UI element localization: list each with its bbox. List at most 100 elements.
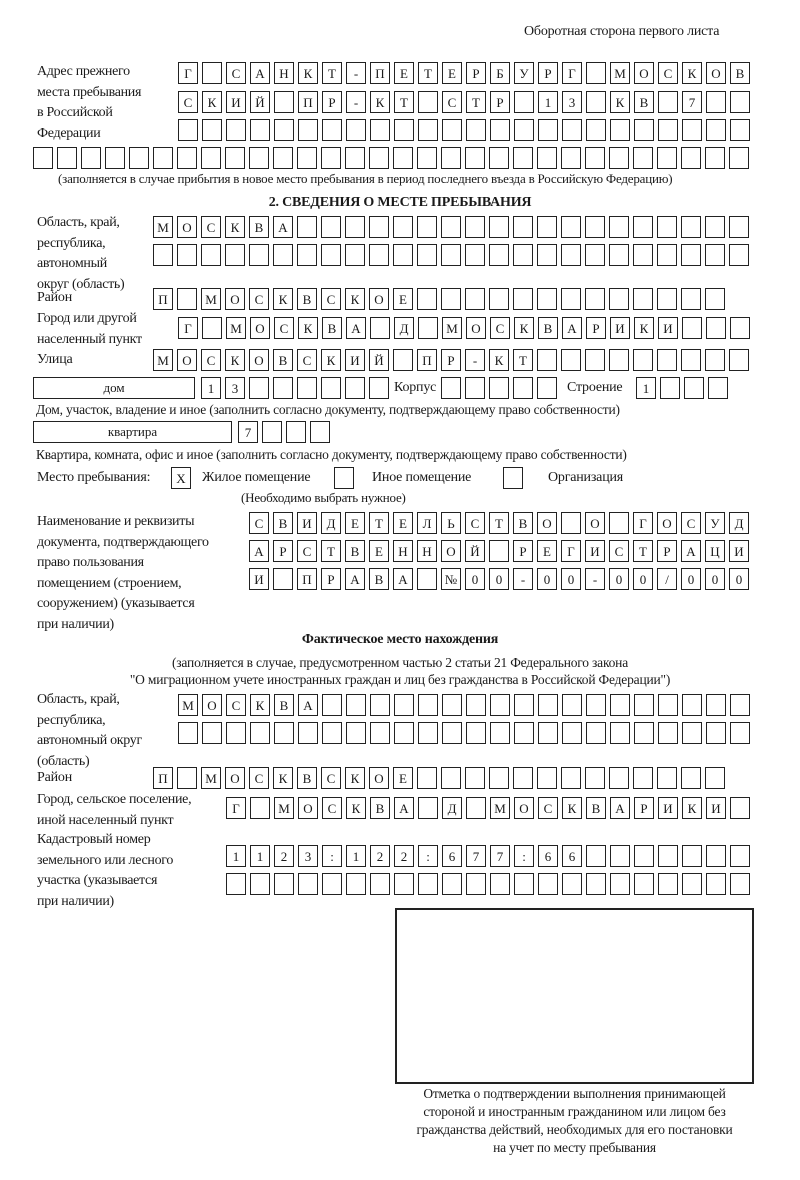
char-cell[interactable]: М [201,288,221,310]
char-cell[interactable]: О [249,349,269,371]
char-cell[interactable] [730,91,750,113]
char-cell[interactable] [681,767,701,789]
char-cell[interactable] [262,421,282,443]
char-cell[interactable]: С [442,91,462,113]
char-cell[interactable]: 0 [705,568,725,590]
char-cell[interactable]: Т [466,91,486,113]
char-cell[interactable]: Т [394,91,414,113]
char-cell[interactable]: А [273,216,293,238]
char-cell[interactable]: Е [345,512,365,534]
char-cell[interactable] [441,147,461,169]
char-cell[interactable] [585,288,605,310]
char-cell[interactable]: Е [369,540,389,562]
char-cell[interactable]: 2 [394,845,414,867]
char-cell[interactable] [513,377,533,399]
char-cell[interactable]: О [202,694,222,716]
char-cell[interactable]: П [297,568,317,590]
char-cell[interactable] [250,119,270,141]
char-cell[interactable]: Г [562,62,582,84]
char-cell[interactable] [561,244,581,266]
char-cell[interactable] [730,722,750,744]
char-cell[interactable] [370,722,390,744]
char-cell[interactable] [394,873,414,895]
char-cell[interactable]: 3 [298,845,318,867]
char-cell[interactable]: С [297,349,317,371]
char-cell[interactable]: 6 [538,845,558,867]
char-cell[interactable]: О [225,767,245,789]
char-cell[interactable]: О [177,349,197,371]
char-cell[interactable] [705,767,725,789]
char-cell[interactable] [633,767,653,789]
char-cell[interactable] [274,873,294,895]
char-cell[interactable]: - [585,568,605,590]
char-cell[interactable]: 0 [465,568,485,590]
char-cell[interactable] [657,767,677,789]
char-cell[interactable] [250,873,270,895]
char-cell[interactable]: О [537,512,557,534]
char-cell[interactable]: В [513,512,533,534]
char-cell[interactable]: В [345,540,365,562]
char-cell[interactable]: М [442,317,462,339]
char-cell[interactable]: А [250,62,270,84]
char-cell[interactable] [681,216,701,238]
cadastral-row-2[interactable] [226,873,750,895]
char-cell[interactable] [586,722,606,744]
char-cell[interactable]: И [585,540,605,562]
char-cell[interactable] [684,377,704,399]
char-cell[interactable] [633,244,653,266]
char-cell[interactable] [706,317,726,339]
char-cell[interactable] [682,119,702,141]
char-cell[interactable] [201,244,221,266]
char-cell[interactable]: К [298,62,318,84]
char-cell[interactable] [273,244,293,266]
char-cell[interactable]: : [322,845,342,867]
char-cell[interactable]: М [201,767,221,789]
char-cell[interactable] [609,767,629,789]
char-cell[interactable]: У [705,512,725,534]
char-cell[interactable] [585,216,605,238]
char-cell[interactable]: С [465,512,485,534]
char-cell[interactable] [466,873,486,895]
char-cell[interactable] [153,147,173,169]
char-cell[interactable] [681,349,701,371]
char-cell[interactable] [33,147,53,169]
char-cell[interactable]: С [201,216,221,238]
char-cell[interactable]: С [490,317,510,339]
char-cell[interactable]: Н [274,62,294,84]
char-cell[interactable] [561,288,581,310]
char-cell[interactable] [586,873,606,895]
char-cell[interactable]: 0 [561,568,581,590]
char-cell[interactable] [465,767,485,789]
char-cell[interactable] [441,288,461,310]
char-cell[interactable] [417,767,437,789]
char-cell[interactable]: К [250,694,270,716]
char-cell[interactable] [345,147,365,169]
char-cell[interactable]: 1 [226,845,246,867]
char-cell[interactable] [657,349,677,371]
char-cell[interactable]: И [729,540,749,562]
char-cell[interactable] [706,845,726,867]
char-cell[interactable]: К [346,797,366,819]
char-cell[interactable]: К [682,62,702,84]
char-cell[interactable] [490,722,510,744]
char-cell[interactable] [634,694,654,716]
char-cell[interactable] [610,845,630,867]
char-cell[interactable]: 2 [370,845,390,867]
char-cell[interactable] [417,288,437,310]
char-cell[interactable] [226,873,246,895]
char-cell[interactable]: Е [393,512,413,534]
char-cell[interactable] [393,244,413,266]
char-cell[interactable]: А [681,540,701,562]
char-cell[interactable] [369,377,389,399]
other-premises-checkbox[interactable] [334,467,354,489]
char-cell[interactable] [561,216,581,238]
char-cell[interactable]: Д [442,797,462,819]
char-cell[interactable]: И [706,797,726,819]
char-cell[interactable] [633,349,653,371]
char-cell[interactable]: Р [513,540,533,562]
organization-checkbox[interactable] [503,467,523,489]
char-cell[interactable] [370,873,390,895]
char-cell[interactable]: К [345,767,365,789]
